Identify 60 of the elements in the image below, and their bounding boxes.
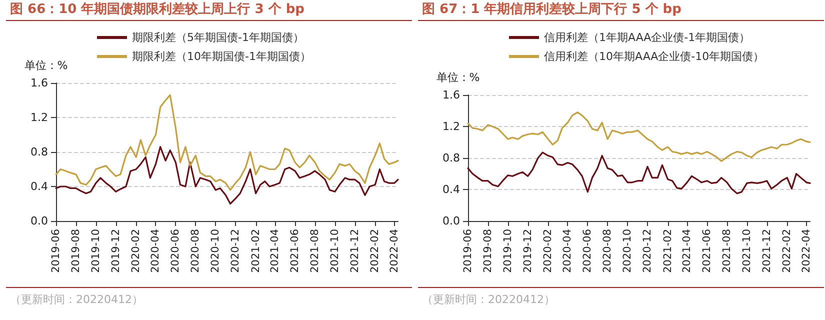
x-tick-label: 2020-12 [230, 229, 242, 273]
x-tick-label: 2021-08 [720, 229, 733, 273]
x-tick-label: 2022-04 [800, 228, 812, 273]
x-tick-label: 2020-06 [582, 228, 594, 273]
x-tick-label: 2022-04 [388, 228, 400, 273]
y-tick-label: 1.2 [30, 111, 48, 124]
x-tick-label: 2019-08 [70, 229, 82, 273]
line-series [55, 146, 399, 205]
x-tick-label: 2021-02 [250, 229, 262, 273]
x-tick-label: 2020-02 [130, 229, 142, 273]
legend-label: 期限利差（10年期国债-1年期国债） [132, 50, 311, 63]
x-tick-label: 2019-06 [462, 228, 474, 273]
x-tick-label: 2020-02 [542, 229, 554, 273]
y-tick-label: 0.0 [30, 214, 48, 228]
x-tick-label: 2020-04 [150, 228, 162, 273]
x-tick-label: 2021-06 [701, 228, 714, 273]
x-tick-label: 2020-10 [622, 229, 634, 273]
y-axis-title: 单位：% [436, 71, 480, 84]
y-tick-label: 0.8 [442, 152, 460, 164]
x-tick-label: 2021-10 [328, 229, 341, 273]
x-tick-label: 2021-04 [681, 228, 694, 273]
legend-label: 信用利差（10年期AAA企业债-10年期国债） [544, 50, 764, 63]
line-series [467, 112, 811, 162]
y-tick-label: 0.0 [442, 214, 460, 228]
x-tick-label: 2020-10 [210, 229, 222, 273]
line-series [467, 152, 811, 194]
x-tick-label: 2019-12 [522, 229, 534, 273]
x-tick-label: 2021-10 [740, 229, 753, 273]
x-tick-label: 2021-06 [289, 228, 302, 273]
chart-title: 图 67：1 年期信用利差较上周下行 5 个 bp [418, 0, 824, 21]
x-tick-label: 2019-06 [50, 228, 62, 273]
legend-label: 期限利差（5年期国债-1年期国债） [132, 31, 304, 44]
x-tick-label: 2021-08 [308, 229, 321, 273]
legend-label: 信用利差（1年期AAA企业债-1年期国债） [544, 31, 750, 44]
x-tick-label: 2019-10 [502, 229, 514, 273]
x-tick-label: 2020-08 [190, 229, 202, 273]
chart-title: 图 66：10 年期国债期限利差较上周上行 3 个 bp [6, 0, 412, 21]
text: （更新时间：20220412） [6, 287, 412, 307]
x-tick-label: 2022-02 [781, 229, 794, 273]
y-tick-label: 1.6 [442, 88, 460, 102]
line-series [55, 94, 399, 191]
y-tick-label: 1.2 [442, 120, 460, 133]
x-tick-label: 2020-08 [602, 229, 614, 273]
x-tick-label: 2021-12 [348, 229, 361, 273]
x-tick-label: 2021-12 [760, 229, 773, 273]
x-tick-label: 2021-04 [269, 228, 282, 273]
x-tick-label: 2019-12 [110, 229, 122, 273]
y-axis-title: 单位：% [24, 59, 68, 72]
y-tick-label: 0.8 [30, 146, 48, 158]
x-tick-label: 2020-06 [170, 228, 182, 273]
x-tick-label: 2019-10 [90, 229, 102, 273]
x-tick-label: 2020-12 [642, 229, 654, 273]
x-tick-label: 2022-02 [369, 229, 382, 273]
x-tick-label: 2019-08 [482, 229, 494, 273]
text: （更新时间：20220412） [418, 287, 824, 307]
y-tick-label: 1.6 [30, 76, 48, 90]
x-tick-label: 2020-04 [562, 228, 574, 273]
y-tick-label: 0.4 [442, 183, 460, 196]
y-tick-label: 0.4 [30, 180, 48, 193]
x-tick-label: 2021-02 [662, 229, 674, 273]
